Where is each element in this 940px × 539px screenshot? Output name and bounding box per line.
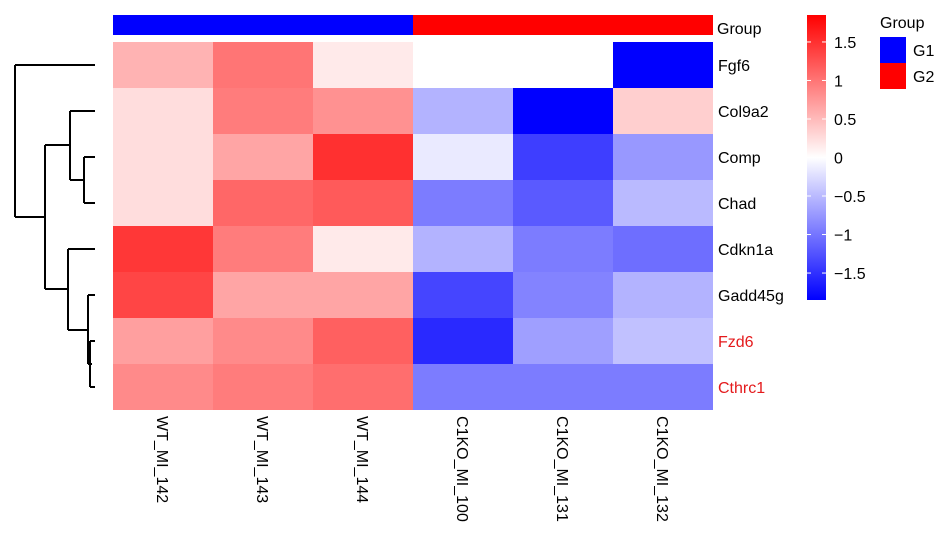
heatmap-cell	[113, 88, 213, 134]
heatmap-cell	[213, 42, 313, 88]
dendrogram-branch	[67, 248, 95, 331]
heatmap-cell	[113, 42, 213, 88]
heatmap-cell	[413, 134, 513, 180]
group-bar-segment	[213, 15, 313, 35]
colorbar-ticks: 1.5 1 0.5 0 −0.5 −1 −1.5	[807, 35, 866, 283]
heatmap-cell	[213, 318, 313, 364]
colorbar-tick-label: 0	[834, 151, 843, 168]
heatmap-cell	[613, 226, 713, 272]
heatmap-cell	[113, 226, 213, 272]
heatmap-cell	[313, 318, 413, 364]
group-bar-segment	[113, 15, 213, 35]
row-label: Chad	[718, 196, 756, 213]
group-annotation-label: Group	[717, 21, 762, 38]
heatmap-cell	[413, 272, 513, 318]
group-legend: G1 G2	[880, 37, 934, 89]
heatmap-cell	[213, 180, 313, 226]
heatmap-cell	[213, 364, 313, 410]
legend-swatch	[880, 37, 906, 63]
column-label: WT_MI_143	[253, 416, 270, 503]
heatmap-cell	[213, 88, 313, 134]
heatmap-cell	[213, 226, 313, 272]
legend-swatch	[880, 63, 906, 89]
heatmap-cell	[513, 318, 613, 364]
heatmap-cell	[613, 180, 713, 226]
dendrogram-branch	[44, 144, 70, 290]
heatmap-cell	[313, 226, 413, 272]
row-label: Cdkn1a	[718, 242, 773, 259]
heatmap-cell	[513, 88, 613, 134]
colorbar-tick-label: −1.5	[834, 266, 866, 283]
heatmap-cell	[513, 180, 613, 226]
colorbar-tick-label: 0.5	[834, 112, 856, 129]
colorbar-tick-label: 1	[834, 73, 843, 90]
heatmap-cell	[313, 42, 413, 88]
heatmap-cells	[113, 42, 713, 410]
column-labels: WT_MI_142 WT_MI_143 WT_MI_144 C1KO_MI_100 C1…	[153, 416, 670, 522]
group-annotation-bar	[113, 15, 713, 35]
heatmap-cell	[613, 42, 713, 88]
heatmap-cell	[513, 134, 613, 180]
colorbar	[807, 15, 826, 300]
colorbar-tick-label: −0.5	[834, 189, 866, 206]
heatmap-cell	[613, 134, 713, 180]
heatmap-cell	[313, 180, 413, 226]
group-bar-segment	[413, 15, 513, 35]
row-dendrogram	[14, 64, 95, 388]
heatmap-cell	[113, 272, 213, 318]
row-label: Gadd45g	[718, 288, 784, 305]
heatmap-cell	[213, 272, 313, 318]
dendrogram-branch	[83, 156, 95, 204]
colorbar-tick-label: 1.5	[834, 35, 856, 52]
row-label: Comp	[718, 150, 761, 167]
heatmap-cell	[113, 134, 213, 180]
legend-title: Group	[880, 15, 925, 32]
heatmap-cell	[413, 226, 513, 272]
group-bar-segment	[513, 15, 613, 35]
heatmap-cell	[313, 272, 413, 318]
heatmap-cell	[113, 364, 213, 410]
heatmap-cell	[213, 134, 313, 180]
row-label: Fgf6	[718, 58, 750, 75]
column-label: WT_MI_142	[153, 416, 170, 503]
group-bar-segment	[313, 15, 413, 35]
legend-label: G2	[913, 69, 934, 86]
heatmap-cell	[413, 318, 513, 364]
colorbar-tick-label: −1	[834, 228, 852, 245]
heatmap-cell	[613, 364, 713, 410]
column-label: C1KO_MI_100	[453, 416, 470, 522]
heatmap-cell	[513, 364, 613, 410]
heatmap-cell	[513, 42, 613, 88]
legend-label: G1	[913, 43, 934, 60]
row-labels: Fgf6 Col9a2 Comp Chad Cdkn1a Gadd45g Fzd6 Cthrc…	[718, 58, 784, 397]
heatmap-cell	[413, 364, 513, 410]
row-label: Col9a2	[718, 104, 769, 121]
row-label: Fzd6	[718, 334, 754, 351]
heatmap-cell	[313, 364, 413, 410]
heatmap-cell	[613, 272, 713, 318]
heatmap-cell	[313, 88, 413, 134]
heatmap-cell	[413, 180, 513, 226]
column-label: WT_MI_144	[353, 416, 370, 503]
dendrogram-branch	[14, 64, 95, 218]
row-label: Cthrc1	[718, 380, 765, 397]
heatmap-cell	[413, 88, 513, 134]
group-bar-segment	[613, 15, 713, 35]
heatmap-cell	[113, 180, 213, 226]
heatmap-cell	[613, 318, 713, 364]
heatmap-cell	[513, 226, 613, 272]
heatmap-cell	[113, 318, 213, 364]
heatmap-cell	[313, 134, 413, 180]
dendrogram-branch	[69, 110, 95, 181]
column-label: C1KO_MI_132	[653, 416, 670, 522]
heatmap-cell	[413, 42, 513, 88]
heatmap-cell	[513, 272, 613, 318]
heatmap-cell	[613, 88, 713, 134]
column-label: C1KO_MI_131	[553, 416, 570, 522]
